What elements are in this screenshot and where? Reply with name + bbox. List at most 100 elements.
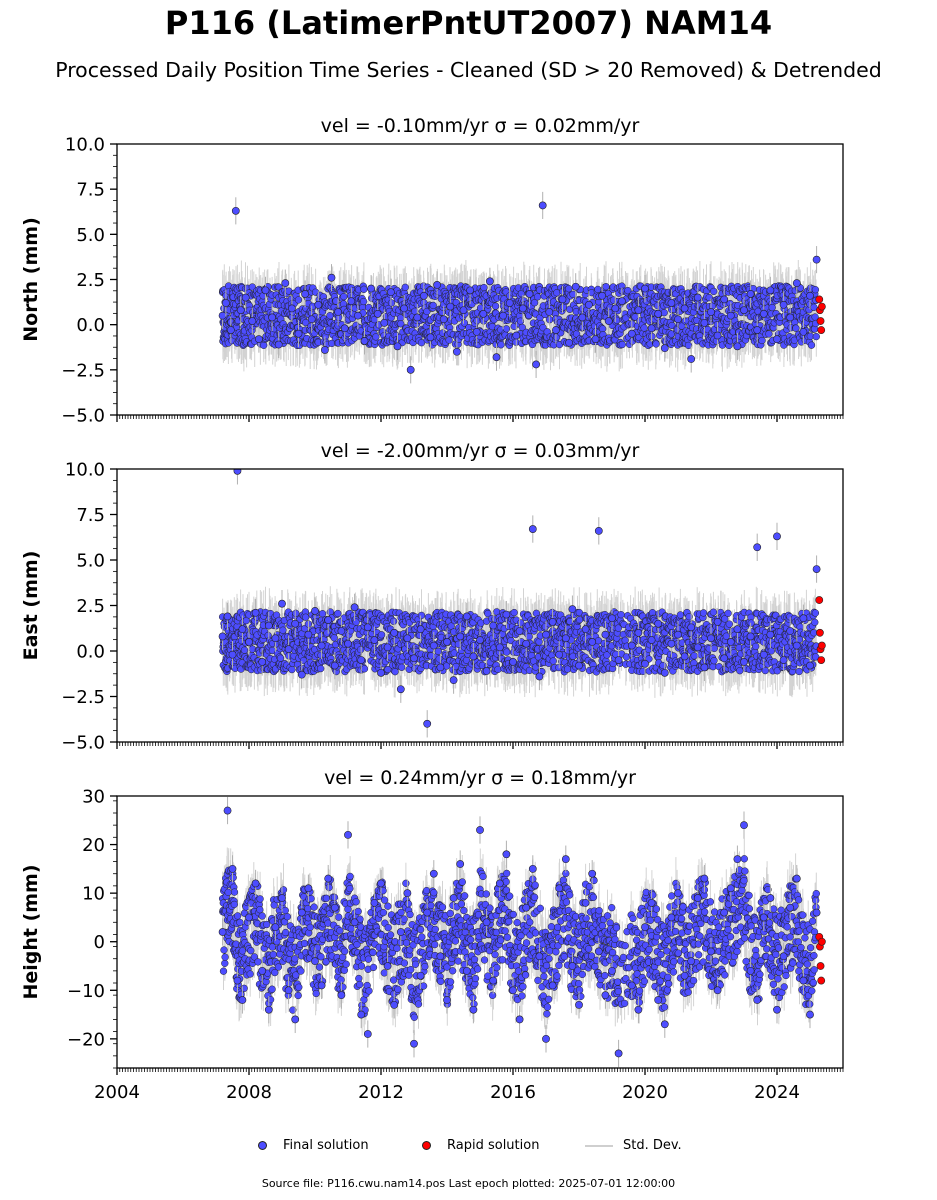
final-point [713, 986, 722, 995]
y-tick-label: 10 [82, 884, 105, 905]
final-point [746, 290, 755, 298]
final-point [223, 806, 232, 815]
final-point [377, 879, 385, 888]
final-point [426, 333, 435, 342]
final-cloud-2 [218, 855, 820, 1021]
final-point [753, 543, 762, 552]
final-point [601, 991, 610, 1000]
final-point [542, 630, 550, 639]
final-point [667, 913, 676, 922]
final-point [357, 1010, 366, 1019]
final-point [740, 658, 748, 666]
y-tick-label: 10.0 [65, 135, 105, 156]
rapid-point [817, 656, 826, 664]
final-point [601, 630, 610, 639]
final-point [660, 668, 669, 677]
final-point [393, 342, 402, 351]
final-point [278, 894, 286, 902]
final-point [287, 304, 296, 313]
final-point [759, 650, 768, 659]
final-point [766, 894, 775, 902]
final-point [707, 947, 715, 956]
final-point [693, 293, 702, 302]
final-point [485, 277, 494, 286]
final-point [449, 894, 458, 902]
y-tick-label: −10 [67, 981, 105, 1002]
final-point [641, 659, 649, 668]
final-point [330, 661, 339, 670]
final-point [284, 645, 293, 654]
final-point [535, 672, 544, 681]
y-tick-label: 2.5 [76, 270, 105, 291]
final-point [386, 288, 395, 297]
final-point [476, 826, 484, 834]
final-point [502, 850, 511, 859]
source-footer: Source file: P116.cwu.nam14.pos Last epo… [261, 1177, 676, 1190]
final-point [330, 903, 339, 912]
final-point [429, 641, 438, 650]
final-point [228, 650, 237, 659]
final-point [806, 1010, 814, 1019]
final-point [377, 668, 385, 677]
legend-rapid: Rapid solution [422, 1138, 539, 1153]
final-point [363, 623, 372, 632]
final-point [792, 874, 801, 883]
final-point [578, 313, 587, 322]
final-point [370, 898, 379, 907]
final-point [502, 610, 511, 619]
final-point [413, 313, 422, 322]
final-point [495, 879, 504, 888]
final-point [301, 290, 309, 298]
final-point [403, 889, 412, 898]
final-point [746, 966, 755, 975]
final-point [274, 340, 283, 349]
final-point [575, 661, 583, 670]
final-point [773, 1005, 781, 1014]
final-point [406, 365, 415, 374]
final-point [489, 976, 498, 985]
final-point [469, 652, 478, 661]
final-point [226, 326, 235, 334]
final-point [363, 1030, 372, 1038]
final-point [509, 986, 517, 995]
final-point [218, 928, 227, 936]
figure-subtitle: Processed Daily Position Time Series - C… [55, 58, 882, 82]
final-point [641, 284, 649, 293]
final-point [337, 991, 346, 1000]
rapid-solution-marker-icon [422, 1141, 431, 1150]
final-point [446, 302, 455, 311]
final-point [614, 656, 623, 664]
final-point [380, 318, 389, 327]
final-point [416, 971, 425, 980]
legend-final-label: Final solution [283, 1138, 369, 1153]
final-point [733, 855, 742, 864]
final-point [812, 908, 821, 917]
panel-title-2: vel = 0.24mm/yr σ = 0.18mm/yr [324, 767, 636, 789]
final-point [779, 300, 788, 309]
y-tick-label: 5.0 [76, 551, 105, 572]
final-point [766, 286, 775, 295]
final-point [545, 308, 554, 316]
y-tick-label: 7.5 [76, 180, 105, 201]
final-point [525, 290, 534, 298]
final-point [627, 329, 636, 338]
y-axis-label-1: East (mm) [20, 551, 42, 661]
final-point [251, 608, 260, 617]
final-point [403, 634, 412, 643]
final-point [641, 923, 649, 932]
final-point [436, 952, 445, 961]
y-tick-label: −2.5 [61, 360, 105, 381]
final-point [357, 656, 366, 664]
final-point [680, 971, 689, 980]
final-point [647, 324, 656, 333]
final-point [317, 641, 326, 650]
final-point [268, 313, 276, 322]
final-point [740, 306, 748, 315]
y-tick-label: −5.0 [61, 406, 105, 427]
final-point [561, 855, 570, 864]
final-point [218, 632, 227, 641]
y-tick-label: −20 [67, 1029, 105, 1050]
legend-rapid-label: Rapid solution [447, 1138, 540, 1153]
final-point [634, 1005, 643, 1014]
final-point [311, 957, 319, 966]
